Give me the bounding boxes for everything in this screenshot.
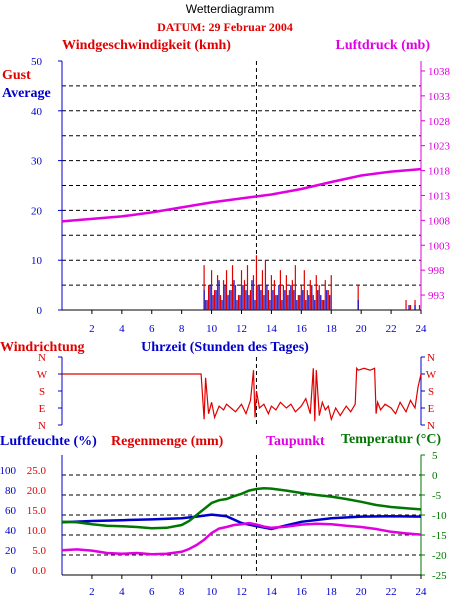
right-tick-label: 998 — [428, 265, 445, 277]
x-tick-label: 24 — [416, 586, 428, 598]
wind-speed-axis-label: Windgeschwindigkeit (kmh) — [62, 38, 231, 53]
x-tick-label: 2 — [89, 586, 95, 598]
left-tick-label: 50 — [31, 56, 43, 68]
right-tick-label: 993 — [428, 290, 445, 302]
x-tick-label: 4 — [119, 323, 125, 335]
temperature-label: Temperatur (°C) — [341, 432, 441, 447]
dewpoint-label: Taupunkt — [266, 434, 325, 449]
wind-pressure-chart: 0102030405099399810031008101310181023102… — [31, 56, 451, 335]
x-tick-label: 12 — [236, 586, 247, 598]
x-tick-label: 16 — [296, 586, 308, 598]
legend-average: Average — [2, 86, 51, 101]
x-tick-label: 22 — [386, 323, 397, 335]
x-tick-label: 10 — [206, 586, 218, 598]
left-tick-label: 10 — [31, 255, 43, 267]
temperature-tick-label: -15 — [432, 530, 447, 542]
right-tick-label: 1033 — [428, 91, 451, 103]
x-tick-label: 14 — [266, 586, 278, 598]
humidity-tick-label: 20 — [5, 545, 17, 557]
diagram-title: Wetterdiagramm — [186, 2, 274, 16]
left-tick-label: 0 — [37, 305, 43, 317]
x-tick-label: 6 — [149, 586, 155, 598]
rain-tick-label: 25.0 — [27, 465, 47, 477]
direction-tick-label: N — [38, 420, 46, 432]
x-tick-label: 12 — [236, 323, 247, 335]
direction-tick-label-right: N — [427, 420, 435, 432]
rain-tick-label: 15.0 — [27, 505, 47, 517]
temperature-tick-label: -25 — [432, 570, 447, 582]
x-tick-label: 8 — [179, 586, 185, 598]
rain-label: Regenmenge (mm) — [111, 434, 224, 449]
humidity-tick-label: 40 — [5, 525, 17, 537]
right-tick-label: 1018 — [428, 166, 451, 178]
direction-tick-label: E — [39, 403, 46, 415]
temperature-tick-label: 0 — [432, 470, 438, 482]
humidity-label: Luftfeuchte (%) — [0, 434, 97, 449]
temperature-line — [61, 486, 422, 530]
right-tick-label: 1023 — [428, 141, 451, 153]
direction-tick-label: S — [39, 386, 45, 398]
left-tick-label: 20 — [31, 205, 43, 217]
x-tick-label: 22 — [386, 586, 397, 598]
temperature-tick-label: 5 — [432, 450, 438, 462]
x-tick-label: 6 — [149, 323, 155, 335]
rain-tick-label: 20.0 — [27, 485, 47, 497]
dewpoint-line — [61, 521, 422, 556]
x-tick-label: 18 — [326, 586, 338, 598]
temperature-tick-label: -20 — [432, 550, 447, 562]
x-tick-label: 18 — [326, 323, 338, 335]
direction-tick-label: W — [37, 369, 48, 381]
direction-tick-label-right: W — [426, 369, 437, 381]
direction-tick-label-right: S — [428, 386, 434, 398]
direction-tick-label-right: E — [428, 403, 435, 415]
humidity-tick-label: 80 — [5, 485, 17, 497]
x-tick-label: 20 — [356, 323, 368, 335]
rain-tick-label: 10.0 — [27, 525, 47, 537]
direction-tick-label-right: N — [427, 352, 435, 364]
right-tick-label: 1028 — [428, 116, 451, 128]
wind-direction-chart: N NW WS SE EN N — [37, 352, 437, 432]
rain-tick-label: 5.0 — [32, 545, 46, 557]
direction-tick-label: N — [38, 352, 46, 364]
x-tick-label: 20 — [356, 586, 368, 598]
left-tick-label: 40 — [31, 106, 43, 118]
right-tick-label: 1003 — [428, 240, 451, 252]
rain-tick-label: 0.0 — [32, 565, 46, 577]
wind-direction-label: Windrichtung — [0, 340, 85, 355]
left-tick-label: 30 — [31, 156, 43, 168]
x-tick-label: 16 — [296, 323, 308, 335]
humidity-tick-label: 0 — [11, 565, 17, 577]
temperature-tick-label: -5 — [432, 490, 442, 502]
x-tick-label: 2 — [89, 323, 95, 335]
right-tick-label: 1038 — [428, 66, 451, 78]
pressure-axis-label: Luftdruck (mb) — [335, 38, 430, 53]
x-tick-label: 10 — [206, 323, 218, 335]
x-tick-label: 8 — [179, 323, 185, 335]
x-tick-label: 24 — [416, 323, 428, 335]
diagram-date: DATUM: 29 Februar 2004 — [157, 20, 293, 34]
x-tick-label: 14 — [266, 323, 278, 335]
time-axis-label: Uhrzeit (Stunden des Tages) — [141, 340, 309, 355]
legend-gust: Gust — [2, 68, 31, 83]
x-tick-label: 4 — [119, 586, 125, 598]
humidity-tick-label: 60 — [5, 505, 17, 517]
right-tick-label: 1008 — [428, 215, 451, 227]
temperature-tick-label: -10 — [432, 510, 447, 522]
humidity-tick-label: 100 — [0, 465, 17, 477]
right-tick-label: 1013 — [428, 190, 451, 202]
pressure-line — [61, 167, 422, 223]
wind-direction-line — [62, 366, 422, 422]
